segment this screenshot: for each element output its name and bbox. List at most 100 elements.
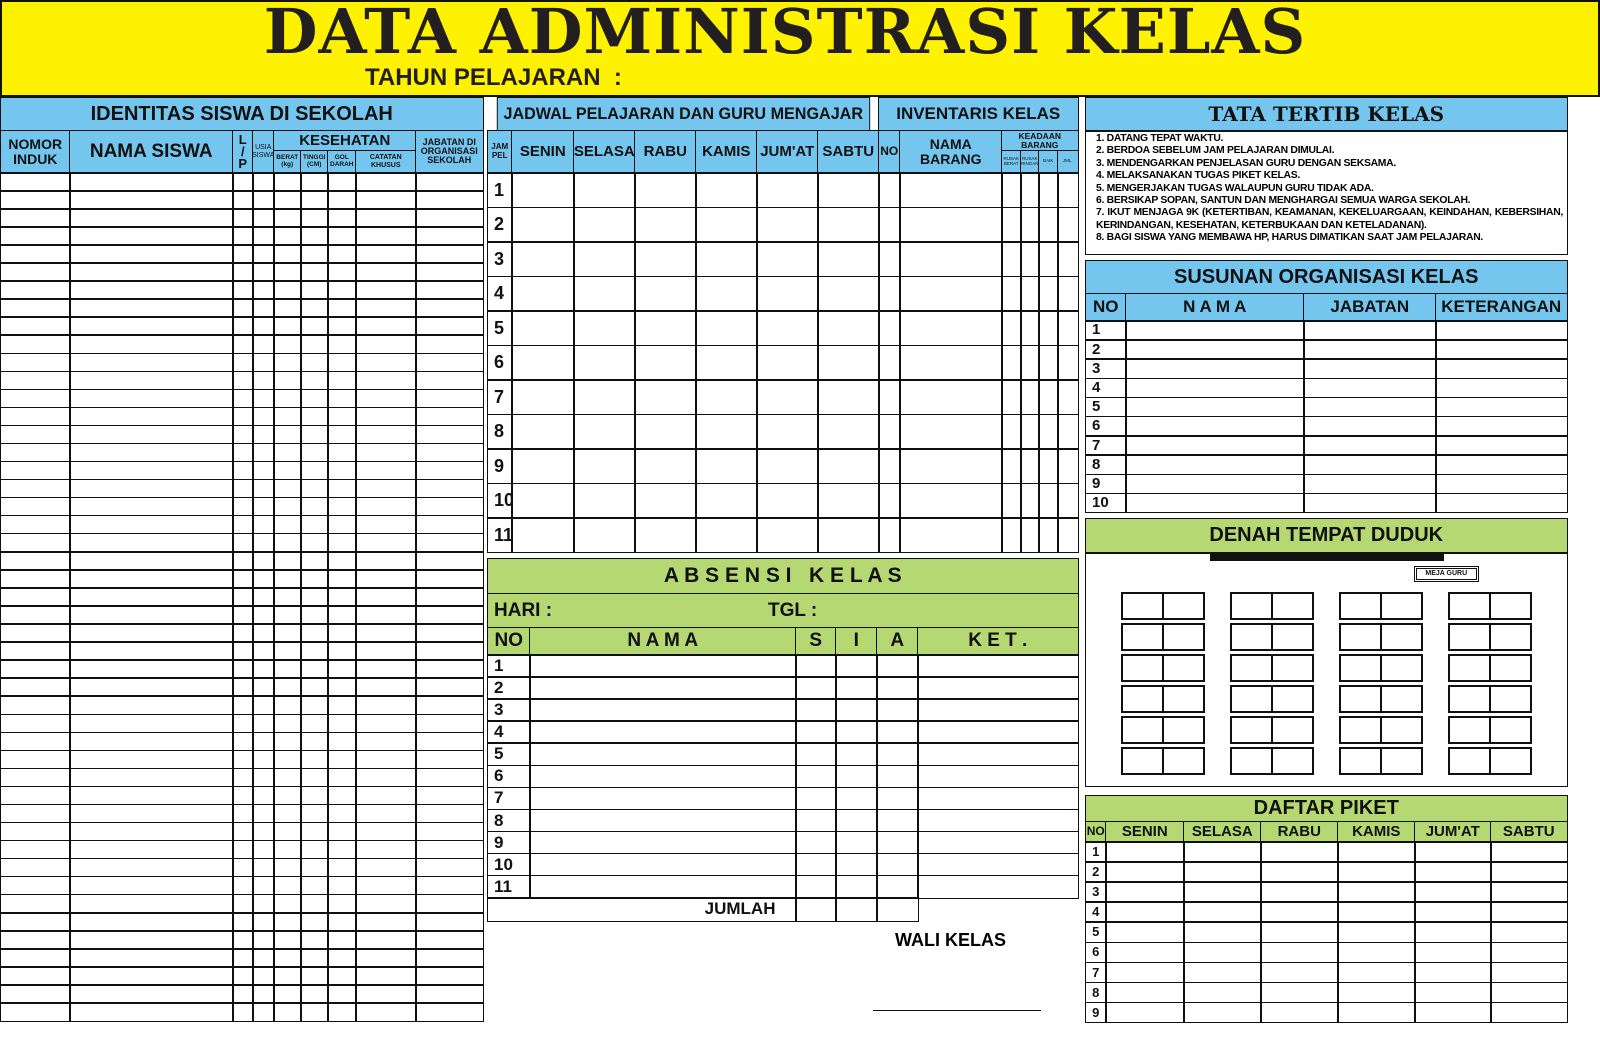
- jadwal-row-cell[interactable]: [573, 206, 636, 243]
- absensi-row-cell[interactable]: [917, 742, 1079, 766]
- identitas-row-cell[interactable]: [0, 894, 71, 914]
- identitas-row-cell[interactable]: [273, 262, 302, 282]
- identitas-row-cell[interactable]: [69, 370, 234, 391]
- absensi-row-cell[interactable]: [876, 676, 919, 700]
- jadwal-row-cell[interactable]: [756, 206, 819, 243]
- jadwal-row-cell[interactable]: [1038, 310, 1059, 346]
- identitas-row-cell[interactable]: [273, 514, 302, 535]
- identitas-row-cell[interactable]: [300, 352, 329, 373]
- identitas-row-cell[interactable]: [273, 677, 302, 697]
- identitas-row-cell[interactable]: [0, 930, 71, 950]
- identitas-row-cell[interactable]: [415, 442, 484, 463]
- piket-row-cell[interactable]: [1414, 961, 1492, 984]
- jadwal-row-cell[interactable]: [878, 310, 901, 346]
- identitas-row-cell[interactable]: [69, 731, 234, 752]
- identitas-row-cell[interactable]: [327, 930, 357, 950]
- identitas-row-cell[interactable]: [327, 857, 357, 878]
- identitas-row-cell[interactable]: [327, 713, 357, 734]
- identitas-row-cell[interactable]: [232, 912, 254, 932]
- jadwal-row-cell[interactable]: [1001, 448, 1022, 484]
- identitas-row-cell[interactable]: [273, 623, 302, 643]
- piket-row-cell[interactable]: [1490, 1001, 1568, 1024]
- student-seat[interactable]: [1380, 716, 1423, 744]
- student-seat[interactable]: [1489, 623, 1532, 651]
- identitas-row-cell[interactable]: [0, 749, 71, 770]
- identitas-row-cell[interactable]: [0, 569, 71, 589]
- jadwal-row-cell[interactable]: [695, 344, 758, 381]
- jadwal-row-cell[interactable]: [899, 379, 1003, 415]
- identitas-row-cell[interactable]: [69, 442, 234, 463]
- absensi-row-cell[interactable]: [795, 808, 837, 833]
- identitas-row-cell[interactable]: [273, 930, 302, 950]
- piket-row-cell[interactable]: [1490, 861, 1568, 883]
- identitas-row-cell[interactable]: [0, 605, 71, 625]
- jadwal-row-cell[interactable]: [1038, 448, 1059, 484]
- piket-row-cell[interactable]: [1337, 921, 1416, 943]
- absensi-row-cell[interactable]: [529, 654, 797, 678]
- jadwal-row-cell[interactable]: [1001, 517, 1022, 553]
- student-seat[interactable]: [1448, 747, 1491, 775]
- identitas-row-cell[interactable]: [252, 803, 275, 824]
- identitas-row-cell[interactable]: [69, 605, 234, 625]
- identitas-row-cell[interactable]: [232, 930, 254, 950]
- identitas-row-cell[interactable]: [327, 1002, 357, 1022]
- identitas-row-cell[interactable]: [300, 749, 329, 770]
- jadwal-row-cell[interactable]: [1020, 379, 1040, 415]
- student-seat[interactable]: [1230, 716, 1273, 744]
- jadwal-row-cell[interactable]: [1038, 275, 1059, 312]
- absensi-row-cell[interactable]: [795, 698, 837, 722]
- identitas-row-cell[interactable]: [232, 605, 254, 625]
- identitas-row-cell[interactable]: [415, 569, 484, 589]
- absensi-row-cell[interactable]: [835, 654, 878, 678]
- jadwal-row-cell[interactable]: [634, 310, 697, 346]
- identitas-row-cell[interactable]: [0, 659, 71, 679]
- identitas-row-cell[interactable]: [273, 388, 302, 409]
- jadwal-row-cell[interactable]: [511, 413, 575, 450]
- identitas-row-cell[interactable]: [252, 966, 275, 986]
- organisasi-row-cell[interactable]: [1303, 473, 1437, 495]
- identitas-row-cell[interactable]: [327, 641, 357, 661]
- student-seat[interactable]: [1162, 747, 1205, 775]
- identitas-row-cell[interactable]: [327, 984, 357, 1004]
- identitas-row-cell[interactable]: [252, 785, 275, 806]
- identitas-row-cell[interactable]: [273, 857, 302, 878]
- identitas-row-cell[interactable]: [232, 839, 254, 860]
- absensi-row-cell[interactable]: [876, 830, 919, 855]
- identitas-row-cell[interactable]: [415, 334, 484, 354]
- identitas-row-cell[interactable]: [415, 839, 484, 860]
- jadwal-row-cell[interactable]: [1001, 413, 1022, 450]
- identitas-row-cell[interactable]: [327, 894, 357, 914]
- student-seat[interactable]: [1271, 654, 1314, 682]
- identitas-row-cell[interactable]: [69, 424, 234, 445]
- student-seat[interactable]: [1489, 685, 1532, 713]
- piket-row-cell[interactable]: [1414, 861, 1492, 883]
- absensi-row-cell[interactable]: [529, 786, 797, 811]
- identitas-row-cell[interactable]: [232, 424, 254, 445]
- identitas-row-cell[interactable]: [415, 875, 484, 896]
- student-seat[interactable]: [1448, 685, 1491, 713]
- identitas-row-cell[interactable]: [300, 912, 329, 932]
- identitas-row-cell[interactable]: [232, 695, 254, 715]
- jadwal-row-cell[interactable]: [817, 517, 880, 553]
- identitas-row-cell[interactable]: [355, 352, 417, 373]
- absensi-row-cell[interactable]: [876, 742, 919, 766]
- identitas-row-cell[interactable]: [232, 514, 254, 535]
- jadwal-row-cell[interactable]: [1038, 379, 1059, 415]
- piket-row-cell[interactable]: [1105, 841, 1185, 863]
- identitas-row-cell[interactable]: [273, 785, 302, 806]
- identitas-row-cell[interactable]: [232, 460, 254, 481]
- identitas-row-cell[interactable]: [232, 713, 254, 734]
- identitas-row-cell[interactable]: [327, 406, 357, 427]
- identitas-row-cell[interactable]: [252, 569, 275, 589]
- piket-row-cell[interactable]: [1414, 921, 1492, 943]
- identitas-row-cell[interactable]: [355, 172, 417, 192]
- identitas-row-cell[interactable]: [252, 388, 275, 409]
- student-seat[interactable]: [1121, 654, 1164, 682]
- jadwal-row-cell[interactable]: [817, 344, 880, 381]
- identitas-row-cell[interactable]: [327, 587, 357, 607]
- jadwal-row-cell[interactable]: [817, 172, 880, 208]
- identitas-row-cell[interactable]: [415, 190, 484, 210]
- identitas-row-cell[interactable]: [252, 406, 275, 427]
- student-seat[interactable]: [1271, 592, 1314, 620]
- absensi-row-cell[interactable]: [917, 676, 1079, 700]
